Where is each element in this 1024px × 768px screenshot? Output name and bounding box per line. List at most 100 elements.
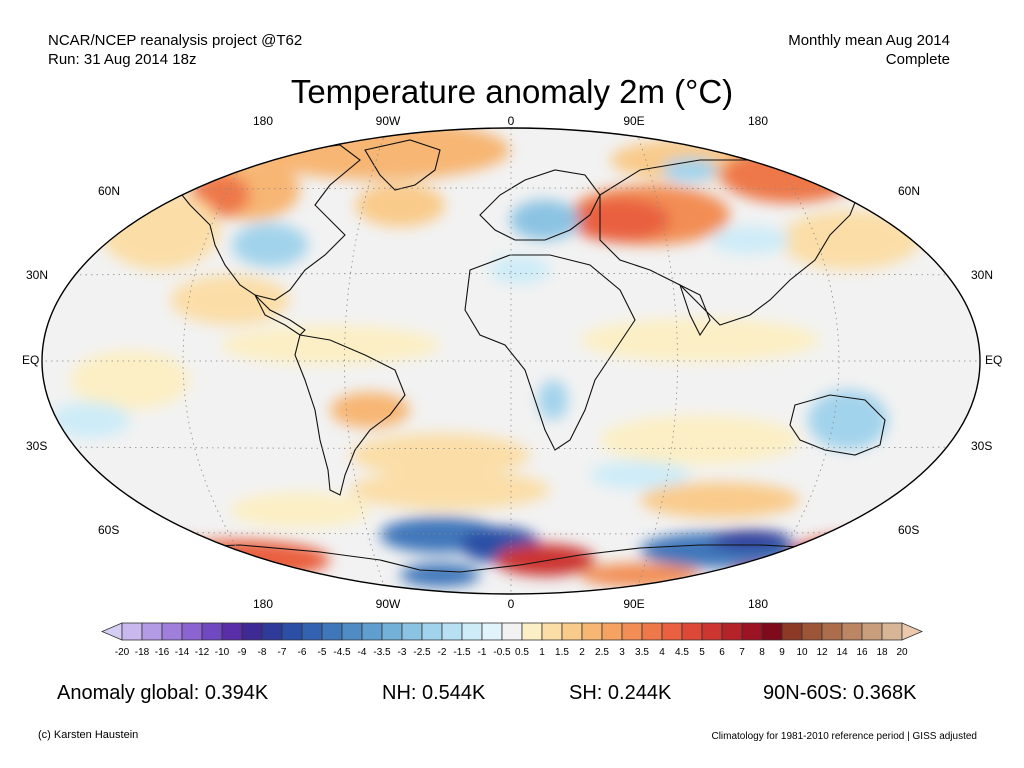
colorbar-tick-label: 1.5 <box>555 647 569 658</box>
colorbar-tick-label: 0.5 <box>515 647 529 658</box>
colorbar-max-arrow <box>901 622 924 641</box>
colorbar-tick-label: -18 <box>134 647 150 658</box>
colorbar-cell <box>321 622 343 641</box>
colorbar-tick-label: 8 <box>759 647 765 658</box>
colorbar-tick-label: 12 <box>816 647 828 658</box>
colorbar-tick-label: -4 <box>357 647 367 658</box>
colorbar-cell <box>881 622 903 641</box>
lon-label-bottom-0: 0 <box>507 597 515 611</box>
status-label: Complete <box>885 51 950 68</box>
lon-label-top-0: 0 <box>507 114 515 128</box>
colorbar-cell <box>381 622 403 641</box>
stat-polar: 90N-60S: 0.368K <box>763 682 917 704</box>
colorbar-cell <box>221 622 243 641</box>
stat-nh: NH: 0.544K <box>382 682 486 704</box>
colorbar-min-arrow <box>100 622 123 641</box>
colorbar-cell <box>181 622 203 641</box>
lat-label-right-30n: 30N <box>971 268 994 282</box>
colorbar-tick-label: 2.5 <box>595 647 609 658</box>
colorbar-cells <box>100 622 924 641</box>
lat-label-left-eq: EQ <box>22 353 40 367</box>
colorbar-cell <box>521 622 543 641</box>
colorbar-cell <box>801 622 823 641</box>
map-title: Temperature anomaly 2m (°C) <box>290 73 734 110</box>
lon-label-bottom-90w: 90W <box>375 597 401 611</box>
source-label: NCAR/NCEP reanalysis project @T62 <box>48 32 303 49</box>
colorbar-cell <box>861 622 883 641</box>
colorbar-tick-label: -3.5 <box>373 647 391 658</box>
stat-sh: SH: 0.244K <box>569 682 672 704</box>
colorbar-cell <box>701 622 723 641</box>
colorbar-cell <box>241 622 263 641</box>
lat-label-left-60s: 60S <box>98 523 120 537</box>
colorbar-cell <box>841 622 863 641</box>
lat-label-right-30s: 30S <box>971 439 993 453</box>
colorbar-tick-label: 4 <box>659 647 665 658</box>
colorbar-cell <box>601 622 623 641</box>
colorbar-cell <box>761 622 783 641</box>
lon-label-top-180w: 180 <box>252 114 274 128</box>
lat-label-left-60n: 60N <box>98 184 121 198</box>
lat-label-left-30s: 30S <box>26 439 48 453</box>
header-right: Monthly mean Aug 2014 Complete <box>788 31 950 69</box>
colorbar-cell <box>721 622 743 641</box>
colorbar-cell <box>661 622 683 641</box>
colorbar-cell <box>621 622 643 641</box>
colorbar-tick-label: -1.5 <box>453 647 471 658</box>
colorbar-tick-label: -0.5 <box>493 647 511 658</box>
colorbar-tick-label: -6 <box>297 647 307 658</box>
colorbar-cell <box>501 622 523 641</box>
colorbar-cell <box>741 622 763 641</box>
colorbar-tick-label: -2 <box>437 647 447 658</box>
colorbar-cell <box>821 622 843 641</box>
credit-label: (c) Karsten Haustein <box>38 729 139 741</box>
lon-label-bottom-180w: 180 <box>252 597 274 611</box>
lat-label-right-60s: 60S <box>898 523 920 537</box>
colorbar-cell <box>561 622 583 641</box>
colorbar-tick-label: -12 <box>194 647 210 658</box>
colorbar-tick-label: 6 <box>719 647 725 658</box>
colorbar-cell <box>421 622 443 641</box>
header-left: NCAR/NCEP reanalysis project @T62 Run: 3… <box>48 31 302 69</box>
colorbar-cell <box>681 622 703 641</box>
lon-label-top-90e: 90E <box>623 114 645 128</box>
colorbar-tick-label: -2.5 <box>413 647 431 658</box>
colorbar-cell <box>121 622 143 641</box>
lon-label-top-90w: 90W <box>375 114 401 128</box>
colorbar-cell <box>361 622 383 641</box>
colorbar-cell <box>301 622 323 641</box>
colorbar-tick-label: 3 <box>619 647 625 658</box>
colorbar-cell <box>481 622 503 641</box>
run-label: Run: 31 Aug 2014 18z <box>48 51 197 68</box>
stat-global: Anomaly global: 0.394K <box>57 682 269 704</box>
colorbar-cell <box>161 622 183 641</box>
colorbar-cell <box>261 622 283 641</box>
colorbar-tick-label: 16 <box>856 647 868 658</box>
colorbar-cell <box>341 622 363 641</box>
colorbar-tick-label: -4.5 <box>333 647 351 658</box>
colorbar-cell <box>441 622 463 641</box>
lon-label-top-180e: 180 <box>747 114 769 128</box>
lat-label-right-eq: EQ <box>985 353 1003 367</box>
colorbar-cell <box>141 622 163 641</box>
globe-outline <box>41 127 981 595</box>
colorbar-cell <box>781 622 803 641</box>
colorbar-cell <box>581 622 603 641</box>
colorbar-tick-label: 20 <box>896 647 908 658</box>
colorbar-tick-label: 1 <box>539 647 545 658</box>
colorbar-tick-label: 10 <box>796 647 808 658</box>
colorbar-tick-label: -20 <box>114 647 130 658</box>
lat-label-left-30n: 30N <box>26 268 49 282</box>
colorbar-cell <box>281 622 303 641</box>
lat-label-right-60n: 60N <box>898 184 921 198</box>
colorbar-tick-label: -16 <box>154 647 170 658</box>
colorbar-tick-label: -1 <box>477 647 487 658</box>
lon-label-bottom-90e: 90E <box>623 597 645 611</box>
colorbar-tick-label: 5 <box>699 647 705 658</box>
colorbar-tick-label: 2 <box>579 647 585 658</box>
colorbar-tick-label: 4.5 <box>675 647 689 658</box>
lon-label-bottom-180e: 180 <box>747 597 769 611</box>
colorbar-tick-label: 9 <box>779 647 785 658</box>
colorbar-tick-label: 14 <box>836 647 848 658</box>
